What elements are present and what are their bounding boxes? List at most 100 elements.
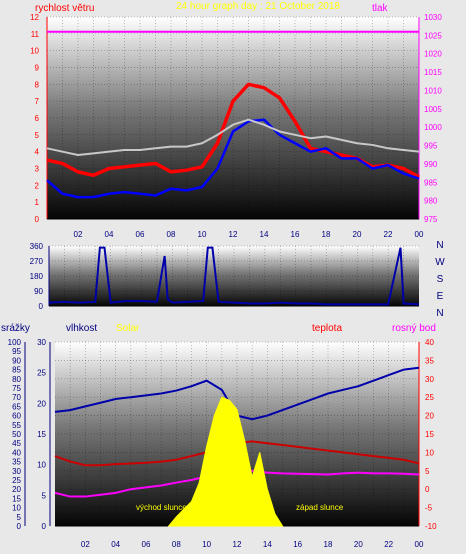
rain-tick-label: 20	[12, 485, 21, 494]
x-tick-label: 02	[74, 230, 83, 239]
y2-tick-label: 35	[425, 356, 434, 365]
rain-tick-label: 5	[17, 513, 22, 522]
y-tick-label: 360	[30, 242, 44, 251]
rain-tick-label: 90	[12, 356, 21, 365]
wind-speed-label: rychlost větru	[35, 3, 94, 14]
rain-tick-label: 25	[12, 476, 21, 485]
y-tick-label: 7	[35, 97, 40, 106]
x-tick-label: 06	[136, 230, 145, 239]
humidity-label: vlhkost	[66, 323, 97, 334]
x-tick-label: 22	[384, 230, 393, 239]
compass-label: E	[437, 291, 444, 302]
y-tick-label: 2	[35, 181, 40, 190]
x-tick-label: 12	[229, 230, 238, 239]
y2-tick-label: 20	[425, 412, 434, 421]
y2-tick-label: 40	[425, 338, 434, 347]
solar-area	[167, 396, 284, 527]
y2-tick-label: -5	[425, 504, 433, 513]
rain-tick-label: 75	[12, 384, 21, 393]
rain-tick-label: 50	[12, 430, 21, 439]
y2-tick-label: 5	[425, 467, 430, 476]
humidity-tick-label: 20	[37, 399, 46, 408]
y-tick-label: 0	[39, 302, 44, 311]
rain-tick-label: 80	[12, 375, 21, 384]
rain-tick-label: 35	[12, 458, 21, 467]
x-tick-label: 02	[81, 540, 90, 549]
x-tick-label: 16	[291, 230, 300, 239]
y-tick-label: 180	[30, 272, 44, 281]
x-tick-label: 06	[142, 540, 151, 549]
y-tick-label: 6	[35, 114, 40, 123]
compass-label: N	[436, 308, 443, 319]
humidity-tick-label: 0	[42, 522, 47, 531]
y2-tick-label: 995	[424, 142, 438, 151]
series-line-1	[46, 118, 420, 199]
x-tick-label: 04	[105, 230, 114, 239]
compass-label: S	[437, 274, 444, 285]
x-tick-label: 10	[198, 230, 207, 239]
y-tick-label: 90	[34, 287, 43, 296]
rain-tick-label: 60	[12, 412, 21, 421]
y-tick-label: 1	[35, 198, 40, 207]
pressure-label: tlak	[372, 3, 389, 14]
x-tick-label: 10	[202, 540, 211, 549]
rain-tick-label: 40	[12, 448, 21, 457]
y2-tick-label: 975	[424, 215, 438, 224]
y-tick-label: 270	[30, 257, 44, 266]
y-tick-label: 0	[35, 215, 40, 224]
y-tick-label: 8	[35, 80, 40, 89]
y2-tick-label: 10	[425, 448, 434, 457]
y-tick-label: 12	[30, 13, 39, 22]
y-tick-label: 10	[30, 47, 39, 56]
rain-tick-label: 45	[12, 439, 21, 448]
y-tick-label: 11	[31, 30, 40, 39]
rain-tick-label: 100	[8, 338, 22, 347]
y-tick-label: 4	[35, 148, 40, 157]
y2-tick-label: 980	[424, 197, 438, 206]
x-tick-label: 20	[353, 230, 362, 239]
rain-tick-label: 30	[12, 467, 21, 476]
y-tick-label: 5	[35, 131, 40, 140]
sunrise-label: východ slunce	[136, 503, 187, 512]
y2-tick-label: -10	[425, 522, 437, 531]
x-tick-label: 20	[354, 540, 363, 549]
y2-tick-label: 1030	[424, 13, 442, 22]
x-tick-label: 00	[415, 230, 424, 239]
y-tick-label: 3	[35, 165, 40, 174]
x-tick-label: 14	[263, 540, 272, 549]
y2-tick-label: 15	[425, 430, 434, 439]
y2-tick-label: 990	[424, 160, 438, 169]
x-tick-label: 00	[415, 540, 424, 549]
humidity-tick-label: 15	[37, 430, 46, 439]
rain-tick-label: 0	[17, 522, 22, 531]
x-tick-label: 04	[111, 540, 120, 549]
rain-tick-label: 15	[12, 494, 21, 503]
rain-tick-label: 85	[12, 366, 21, 375]
y2-tick-label: 1000	[424, 123, 442, 132]
series-line-2	[46, 118, 420, 157]
x-tick-label: 08	[167, 230, 176, 239]
humidity-tick-label: 5	[42, 491, 47, 500]
rain-tick-label: 65	[12, 402, 21, 411]
rain-tick-label: 95	[12, 347, 21, 356]
y2-tick-label: 25	[425, 393, 434, 402]
temperature-label: teplota	[312, 323, 342, 334]
y2-tick-label: 1025	[424, 31, 442, 40]
x-tick-label: 18	[322, 230, 331, 239]
sunset-label: západ slunce	[296, 503, 344, 512]
chart-title: 24 hour graph day : 21 October 2018	[176, 1, 340, 12]
rain-tick-label: 55	[12, 421, 21, 430]
x-tick-label: 12	[233, 540, 242, 549]
y2-tick-label: 0	[425, 485, 430, 494]
y2-tick-label: 1020	[424, 50, 442, 59]
rain-tick-label: 70	[12, 393, 21, 402]
direction-line	[48, 246, 420, 306]
x-tick-label: 14	[260, 230, 269, 239]
x-tick-label: 22	[384, 540, 393, 549]
y2-tick-label: 985	[424, 178, 438, 187]
x-tick-label: 08	[172, 540, 181, 549]
y2-tick-label: 1010	[424, 86, 442, 95]
rain-label: srážky	[1, 323, 30, 334]
x-tick-label: 18	[324, 540, 333, 549]
